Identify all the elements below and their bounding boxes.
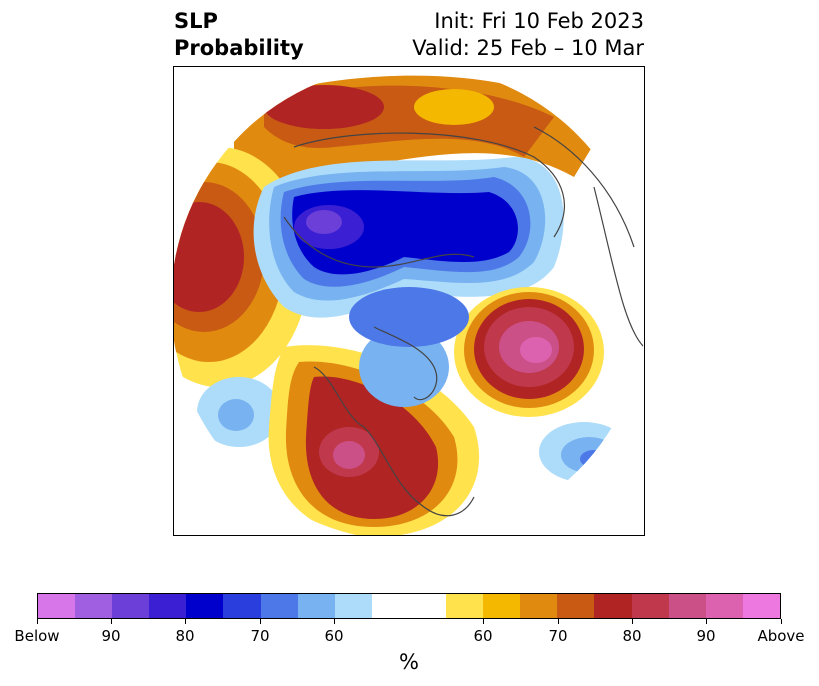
colorbar-segment (594, 594, 632, 618)
probability-map (173, 66, 645, 536)
colorbar-tick-label: Below (14, 627, 60, 645)
valid-range: Valid: 25 Feb – 10 Mar (412, 36, 644, 60)
colorbar-tick-label: 60 (324, 627, 344, 645)
colorbar-tick-label: 80 (622, 627, 642, 645)
colorbar-tick-label: 90 (696, 627, 716, 645)
colorbar-tick-mark (632, 619, 633, 624)
colorbar-tick-label: 70 (548, 627, 568, 645)
colorbar-segment (75, 594, 113, 618)
colorbar-segment (38, 594, 76, 618)
colorbar-segment (520, 594, 558, 618)
colorbar-segment (112, 594, 150, 618)
title-product: Probability (174, 36, 304, 60)
map-disk (174, 67, 644, 535)
colorbar-segment (631, 594, 669, 618)
title-right: Init: Fri 10 Feb 2023 Valid: 25 Feb – 10… (412, 8, 644, 62)
colorbar-tick-label: 70 (250, 627, 270, 645)
colorbar-segment (186, 594, 224, 618)
colorbar-tick-label: Above (757, 627, 805, 645)
init-date: Init: Fri 10 Feb 2023 (434, 9, 644, 33)
colorbar-tick-mark (334, 619, 335, 624)
colorbar-tick-label: 90 (101, 627, 121, 645)
colorbar-segment (297, 594, 335, 618)
colorbar-segment (260, 594, 298, 618)
colorbar-tick-mark (37, 619, 38, 624)
colorbar-tick-mark (706, 619, 707, 624)
colorbar-segment (557, 594, 595, 618)
colorbar-tick-mark (260, 619, 261, 624)
colorbar-segment (705, 594, 743, 618)
title-variable: SLP (174, 9, 218, 33)
colorbar-tick-mark (185, 619, 186, 624)
colorbar-tick-mark (483, 619, 484, 624)
colorbar-segment (334, 594, 372, 618)
colorbar-segment (742, 594, 780, 618)
colorbar-unit: % (399, 650, 419, 674)
colorbar-tick-mark (111, 619, 112, 624)
colorbar-tick-mark (558, 619, 559, 624)
colorbar-segment (446, 594, 484, 618)
colorbar-segment (223, 594, 261, 618)
colorbar-tick-label: 60 (473, 627, 493, 645)
colorbar-tick-mark (781, 619, 782, 624)
colorbar-segment (483, 594, 521, 618)
colorbar-segment (668, 594, 706, 618)
colorbar-tick-label: 80 (175, 627, 195, 645)
colorbar (37, 593, 781, 619)
colorbar-segment (149, 594, 187, 618)
title-left: SLP Probability (174, 8, 304, 62)
colorbar-segment (371, 594, 447, 618)
